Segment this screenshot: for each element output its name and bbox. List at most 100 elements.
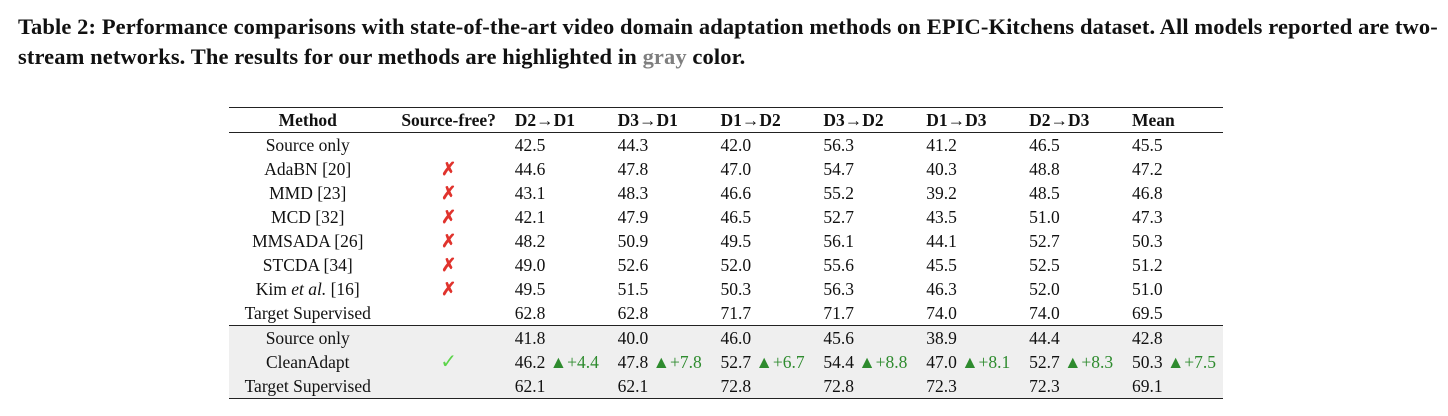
mean-cell: 42.8 bbox=[1127, 325, 1223, 350]
value-text: 54.7 bbox=[823, 158, 854, 179]
value-cell: 50.3 bbox=[717, 277, 820, 301]
value-text: 56.3 bbox=[823, 134, 854, 155]
table-row: MMSADA [26] ✗ 48.2 50.9 49.5 56.1 44.1 52.7 50.3 bbox=[229, 229, 1223, 253]
method-italic: et al. bbox=[291, 278, 327, 299]
value-text: 51.0 bbox=[1029, 206, 1060, 227]
value-cell: 62.1 bbox=[510, 374, 614, 399]
source-free-cell bbox=[386, 133, 510, 158]
value-cell: 52.0 bbox=[717, 253, 820, 277]
value-text: 49.0 bbox=[514, 254, 546, 275]
mean-cell: 46.8 bbox=[1128, 181, 1223, 205]
value-text: 62.8 bbox=[514, 302, 546, 323]
method-name: AdaBN [20] bbox=[264, 158, 352, 179]
value-text: 49.5 bbox=[720, 230, 752, 251]
value-text: 74.0 bbox=[1029, 302, 1060, 323]
value-text: 49.5 bbox=[514, 278, 546, 299]
value-cell: 44.1 bbox=[922, 229, 1025, 253]
value-text: 50.3 bbox=[1131, 351, 1163, 372]
method-cell: MMSADA [26] bbox=[229, 229, 386, 253]
value-cell: 62.8 bbox=[614, 301, 717, 326]
value-cell: 48.3 bbox=[614, 181, 717, 205]
value-text: 55.6 bbox=[823, 254, 854, 275]
value-cell: 45.6 bbox=[819, 325, 923, 350]
value-cell: 38.9 bbox=[922, 325, 1026, 350]
table-row: AdaBN [20] ✗ 44.6 47.8 47.0 54.7 40.3 48.8 47.2 bbox=[229, 157, 1223, 181]
value-cell: 49.0 bbox=[511, 253, 614, 277]
mean-cell: 50.3 ▲+7.5 bbox=[1127, 350, 1223, 374]
value-cell: 71.7 bbox=[819, 301, 922, 326]
value-text: 40.3 bbox=[926, 158, 957, 179]
value-text: 47.9 bbox=[617, 206, 649, 227]
source-free-cell bbox=[386, 301, 510, 326]
value-text: 43.1 bbox=[514, 182, 546, 203]
method-name: Target Supervised bbox=[244, 375, 371, 396]
value-cell: 56.3 bbox=[819, 277, 922, 301]
value-cell: 40.3 bbox=[922, 157, 1025, 181]
value-text: 48.3 bbox=[617, 182, 649, 203]
value-text: 71.7 bbox=[720, 302, 752, 323]
value-text: 43.5 bbox=[926, 206, 957, 227]
value-cell: 52.7 ▲+8.3 bbox=[1025, 350, 1128, 374]
method-cell: CleanAdapt bbox=[229, 350, 387, 374]
value-cell: 46.5 bbox=[1025, 133, 1128, 158]
value-text: 42.1 bbox=[514, 206, 546, 227]
caption-end: color. bbox=[686, 44, 746, 69]
header-d2-d3: D2→D3 bbox=[1025, 107, 1128, 133]
value-cell: 52.5 bbox=[1025, 253, 1128, 277]
table-row: MCD [32] ✗ 42.1 47.9 46.5 52.7 43.5 51.0 47.3 bbox=[229, 205, 1223, 229]
table-row: CleanAdapt ✓ 46.2 ▲+4.4 47.8 ▲+7.8 52.7 ▲+6.… bbox=[229, 350, 1223, 374]
value-text: 46.5 bbox=[1029, 134, 1060, 155]
value-text: 52.7 bbox=[823, 206, 854, 227]
method-cell: MCD [32] bbox=[229, 205, 386, 229]
value-text: 52.0 bbox=[1029, 278, 1060, 299]
method-suffix: [16] bbox=[326, 278, 360, 299]
method-name: STCDA [34] bbox=[262, 254, 353, 275]
value-text: 50.3 bbox=[720, 278, 752, 299]
value-text: 52.7 bbox=[1029, 230, 1060, 251]
value-cell: 42.0 bbox=[717, 133, 820, 158]
value-text: 72.8 bbox=[720, 375, 752, 396]
value-text: 48.5 bbox=[1029, 182, 1060, 203]
value-cell: 44.4 bbox=[1025, 325, 1128, 350]
value-text: 46.0 bbox=[720, 327, 752, 348]
value-cell: 62.8 bbox=[511, 301, 614, 326]
method-prefix: Kim bbox=[255, 278, 292, 299]
value-cell: 72.3 bbox=[922, 374, 1026, 399]
value-text: 45.6 bbox=[823, 327, 854, 348]
value-text: 52.5 bbox=[1029, 254, 1060, 275]
value-text: 45.5 bbox=[1131, 134, 1163, 155]
value-text: 41.2 bbox=[926, 134, 957, 155]
value-cell: 42.1 bbox=[511, 205, 614, 229]
value-text: 44.6 bbox=[514, 158, 546, 179]
header-mean: Mean bbox=[1127, 107, 1223, 133]
improvement-delta: ▲+8.1 bbox=[961, 351, 1011, 372]
value-text: 42.0 bbox=[720, 134, 752, 155]
value-cell: 55.2 bbox=[819, 181, 922, 205]
value-text: 46.6 bbox=[720, 182, 752, 203]
value-text: 52.0 bbox=[720, 254, 752, 275]
source-free-cell: ✗ bbox=[386, 205, 510, 229]
value-text: 72.3 bbox=[926, 375, 957, 396]
method-name: CleanAdapt bbox=[265, 351, 350, 372]
value-cell: 42.5 bbox=[511, 133, 614, 158]
table-row: Source only 42.5 44.3 42.0 56.3 41.2 46.5 45.5 bbox=[229, 133, 1223, 158]
value-cell: 52.7 ▲+6.7 bbox=[716, 350, 820, 374]
method-name: MMSADA [26] bbox=[252, 230, 364, 251]
value-cell: 47.9 bbox=[614, 205, 717, 229]
cross-mark-icon: ✗ bbox=[441, 278, 457, 299]
value-cell: 41.8 bbox=[510, 325, 614, 350]
value-cell: 49.5 bbox=[511, 277, 614, 301]
value-cell: 62.1 bbox=[613, 374, 717, 399]
mean-cell: 47.2 bbox=[1128, 157, 1223, 181]
value-text: 50.3 bbox=[1131, 230, 1163, 251]
value-text: 69.5 bbox=[1131, 302, 1163, 323]
method-cell: STCDA [34] bbox=[229, 253, 386, 277]
cross-mark-icon: ✗ bbox=[441, 182, 457, 203]
value-cell: 52.7 bbox=[819, 205, 922, 229]
value-text: 51.0 bbox=[1131, 278, 1163, 299]
header-source-free: Source-free? bbox=[386, 107, 511, 133]
value-cell: 51.5 bbox=[614, 277, 717, 301]
value-cell: 48.2 bbox=[511, 229, 614, 253]
method-name: Target Supervised bbox=[244, 302, 371, 323]
method-cell: AdaBN [20] bbox=[229, 157, 386, 181]
